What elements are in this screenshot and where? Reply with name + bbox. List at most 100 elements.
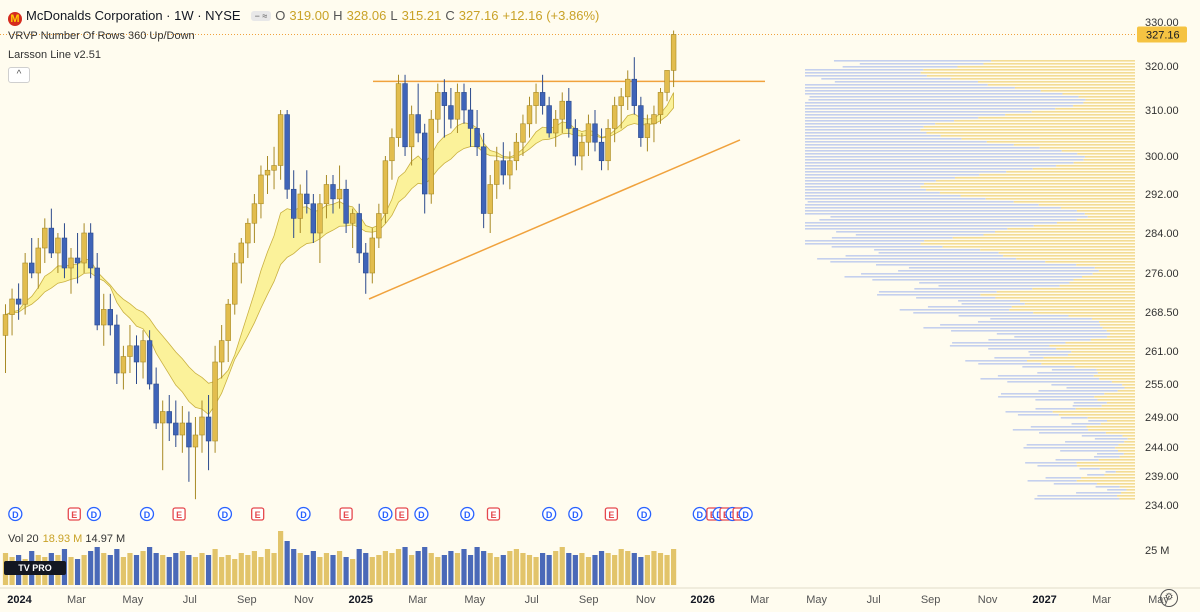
profile-row-down bbox=[805, 156, 1085, 158]
candle bbox=[585, 114, 592, 156]
profile-row-down bbox=[1027, 480, 1077, 482]
dividend-icon bbox=[217, 506, 233, 522]
candle-body bbox=[363, 252, 369, 274]
profile-row-up bbox=[920, 186, 1135, 188]
profile-row-up bbox=[1090, 339, 1135, 341]
volume-legend[interactable]: Vol 20 18.93 M 14.97 M bbox=[8, 533, 125, 545]
candle-body bbox=[22, 262, 28, 305]
candle bbox=[15, 283, 22, 320]
volume-bar bbox=[579, 553, 585, 585]
profile-row-up bbox=[1026, 360, 1135, 362]
candle bbox=[625, 70, 631, 110]
profile-row-down bbox=[805, 102, 1084, 104]
profile-row-up bbox=[950, 78, 1135, 80]
larsson-legend[interactable]: Larsson Line v2.51 bbox=[8, 49, 101, 61]
candle bbox=[101, 293, 107, 346]
volume-bar bbox=[461, 549, 467, 585]
profile-row-down bbox=[805, 150, 1062, 152]
profile-row-down bbox=[1073, 402, 1107, 404]
candle-body bbox=[520, 123, 526, 143]
symbol-title[interactable]: McDonalds Corporation · 1W · NYSE bbox=[26, 8, 241, 23]
candle-body bbox=[592, 123, 598, 143]
event-marker: D bbox=[296, 506, 311, 522]
profile-row-up bbox=[1065, 342, 1135, 344]
candle bbox=[480, 133, 487, 229]
candle-body bbox=[415, 114, 421, 134]
current-price-label: 327.16 bbox=[1146, 29, 1180, 41]
candle bbox=[192, 417, 199, 500]
volume-bar bbox=[657, 553, 664, 585]
volume-bar bbox=[284, 541, 290, 585]
event-marker: D bbox=[542, 506, 557, 522]
event-marker: D bbox=[568, 506, 583, 522]
candle bbox=[572, 119, 579, 166]
volume-bar bbox=[74, 559, 81, 585]
profile-row-down bbox=[1026, 444, 1119, 446]
volume-bar bbox=[644, 555, 650, 585]
profile-row-up bbox=[1123, 453, 1135, 455]
candle bbox=[271, 146, 277, 190]
volume-bar bbox=[310, 551, 316, 585]
collapse-legend-button[interactable]: ^ bbox=[8, 67, 30, 83]
profile-row-down bbox=[1095, 486, 1120, 488]
open-label: O bbox=[275, 8, 286, 23]
profile-row-down bbox=[805, 204, 1039, 206]
vrvp-legend[interactable]: VRVP Number Of Rows 360 Up/Down bbox=[8, 30, 195, 42]
volume-bar bbox=[533, 557, 539, 585]
profile-row-down bbox=[996, 333, 1111, 335]
time-tick-label: 2026 bbox=[690, 594, 714, 606]
candle bbox=[87, 223, 94, 279]
candle-body bbox=[277, 114, 284, 166]
time-tick-label: Mar bbox=[1092, 594, 1111, 606]
candle-body bbox=[664, 70, 670, 93]
candle bbox=[277, 110, 284, 180]
candle bbox=[238, 238, 244, 284]
profile-row-down bbox=[958, 300, 1021, 302]
profile-row-down bbox=[844, 276, 1083, 278]
profile-row-down bbox=[805, 144, 1014, 146]
profile-row-down bbox=[1028, 351, 1072, 353]
profile-row-down bbox=[1088, 420, 1107, 422]
candle bbox=[179, 406, 186, 453]
profile-row-up bbox=[1088, 429, 1135, 431]
profile-row-up bbox=[1005, 114, 1135, 116]
profile-row-up bbox=[996, 291, 1135, 293]
profile-row-up bbox=[1032, 168, 1135, 170]
profile-row-up bbox=[1069, 282, 1135, 284]
event-label: D bbox=[222, 510, 229, 520]
symbol-legend[interactable]: M McDonalds Corporation · 1W · NYSE − ≈ O 31… bbox=[8, 8, 603, 26]
time-axis: 2024 Mar May Jul Sep Nov 2025 Mar May Jul Sep Nov 20… bbox=[0, 587, 1200, 606]
profile-row-down bbox=[805, 87, 1015, 89]
candle-body bbox=[651, 114, 657, 125]
settings-gear-icon[interactable]: ⚙ bbox=[1160, 589, 1178, 607]
profile-row-down bbox=[1038, 390, 1118, 392]
price-tick-label: 249.00 bbox=[1145, 412, 1179, 424]
profile-row-down bbox=[834, 81, 978, 83]
candle bbox=[356, 203, 362, 263]
profile-row-down bbox=[805, 228, 1008, 230]
market-status-icon[interactable]: − ≈ bbox=[250, 11, 272, 21]
candle bbox=[205, 395, 212, 471]
profile-row-up bbox=[1071, 351, 1135, 353]
candle-body bbox=[205, 416, 212, 442]
tradingview-logo[interactable]: TV PRO bbox=[4, 561, 66, 575]
price-tick-label: 276.00 bbox=[1145, 268, 1179, 280]
profile-row-down bbox=[878, 291, 997, 293]
profile-row-down bbox=[1035, 408, 1076, 410]
profile-row-up bbox=[926, 189, 1135, 191]
profile-row-down bbox=[821, 78, 951, 80]
profile-row-up bbox=[1098, 459, 1135, 461]
profile-row-down bbox=[805, 138, 962, 140]
volume-bar bbox=[428, 553, 434, 585]
dividend-icon bbox=[296, 506, 311, 522]
candle-body bbox=[94, 267, 100, 326]
candle bbox=[251, 194, 258, 243]
profile-row-down bbox=[805, 132, 927, 134]
candle bbox=[173, 400, 179, 447]
profile-row-up bbox=[1031, 111, 1135, 113]
profile-row-down bbox=[1025, 462, 1077, 464]
volume-bar bbox=[212, 549, 218, 585]
candle-body bbox=[330, 184, 336, 200]
earnings-icon bbox=[339, 507, 353, 521]
